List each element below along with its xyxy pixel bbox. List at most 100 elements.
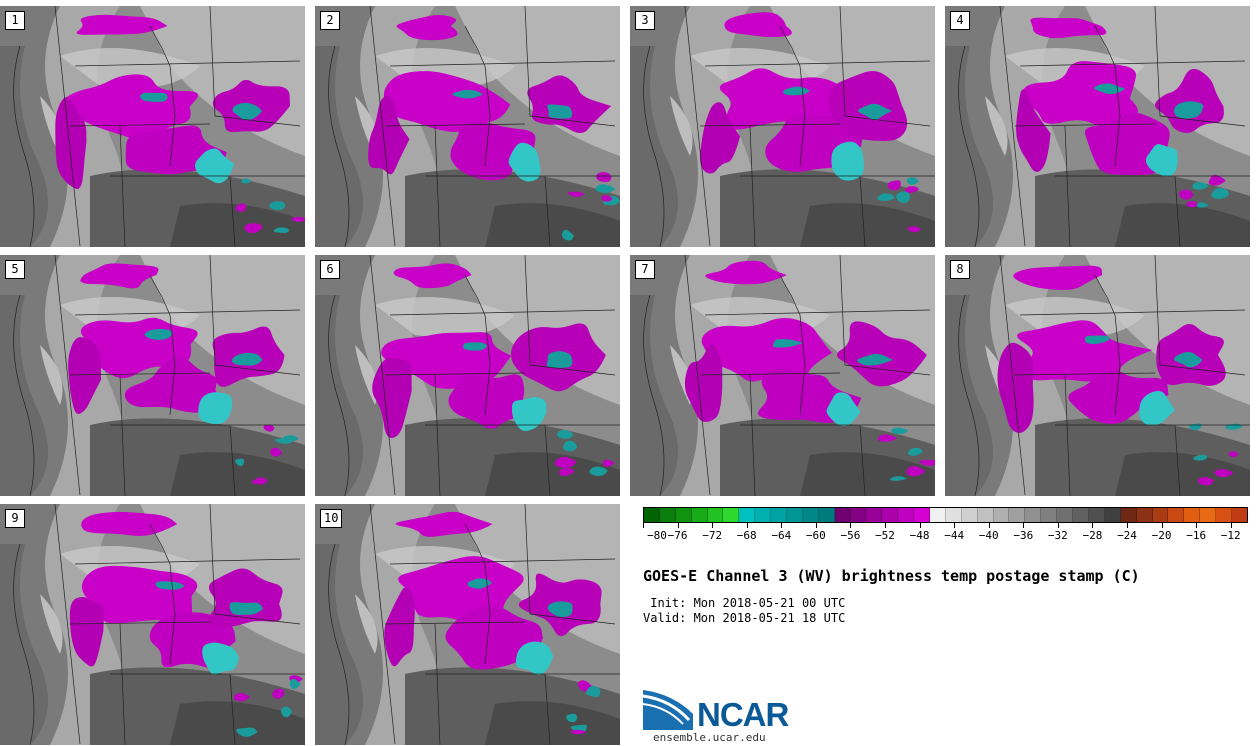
colorbar-segment	[882, 508, 899, 522]
satellite-map-9	[0, 504, 305, 745]
colorbar-tick-label: −12	[1220, 529, 1241, 542]
map-panel-6: 6	[315, 255, 620, 496]
colorbar-tick	[1161, 523, 1163, 528]
colorbar-tick	[988, 523, 990, 528]
colorbar-segment	[1200, 508, 1217, 522]
colorbar-tick	[1057, 523, 1059, 528]
map-panel-9: 9	[0, 504, 305, 745]
panel-number-label: 4	[950, 11, 970, 30]
colorbar-segment	[1168, 508, 1185, 522]
colorbar-tick-label: −80	[647, 529, 667, 542]
colorbar-tick-label: −36	[1013, 529, 1034, 542]
colorbar-tick-label: −40	[978, 529, 999, 542]
colorbar-segment	[659, 508, 676, 522]
map-panel-5: 5	[0, 255, 305, 496]
colorbar-tick-label: −64	[771, 529, 792, 542]
colorbar-segment	[850, 508, 867, 522]
panel-number-label: 10	[320, 509, 343, 528]
colorbar-segment	[961, 508, 978, 522]
colorbar-tick	[1196, 523, 1198, 528]
colorbar-segment	[1231, 508, 1247, 522]
colorbar-tick	[850, 523, 852, 528]
colorbar-segment	[787, 508, 803, 522]
colorbar-tick	[746, 523, 748, 528]
colorbar-tick	[1230, 523, 1232, 528]
panel-number-label: 8	[950, 260, 970, 279]
colorbar-segment	[1088, 508, 1105, 522]
valid-time: Valid: Mon 2018-05-21 18 UTC	[643, 611, 846, 625]
satellite-map-6	[315, 255, 620, 496]
colorbar-tick-label: −44	[944, 529, 965, 542]
colorbar-tick	[781, 523, 783, 528]
colorbar-segment	[802, 508, 819, 522]
figure-title: GOES-E Channel 3 (WV) brightness temp po…	[643, 567, 1140, 585]
colorbar-segment	[644, 508, 660, 522]
panel-number-label: 9	[5, 509, 25, 528]
colorbar-tick-label: −20	[1151, 529, 1172, 542]
map-panel-3: 3	[630, 6, 935, 247]
colorbar-tick-label: −68	[736, 529, 757, 542]
satellite-map-5	[0, 255, 305, 496]
map-panel-8: 8	[945, 255, 1250, 496]
panel-number-label: 3	[635, 11, 655, 30]
colorbar-tick-label: −24	[1117, 529, 1137, 542]
colorbar-tick-label: −48	[909, 529, 930, 542]
colorbar-tick-label: −28	[1082, 529, 1103, 542]
colorbar-segment	[945, 508, 962, 522]
panel-number-label: 1	[5, 11, 25, 30]
colorbar	[643, 507, 1248, 523]
colorbar-tick	[1127, 523, 1128, 528]
website-link[interactable]: ensemble.ucar.edu	[653, 731, 766, 744]
colorbar-segment	[898, 508, 915, 522]
colorbar-tick-label: −16	[1186, 529, 1207, 542]
colorbar-tick	[1023, 523, 1025, 528]
colorbar-tick	[677, 523, 679, 528]
satellite-map-8	[945, 255, 1250, 496]
colorbar-tick-label: −76	[667, 529, 688, 542]
colorbar-segment	[755, 508, 772, 522]
colorbar-tick-label: −32	[1047, 529, 1068, 542]
colorbar-tick-label: −52	[875, 529, 895, 542]
colorbar-segment	[977, 508, 994, 522]
colorbar-segment	[1104, 508, 1121, 522]
colorbar-tick	[954, 523, 956, 528]
init-time: Init: Mon 2018-05-21 00 UTC	[643, 596, 846, 610]
colorbar-segment	[739, 508, 756, 522]
map-panel-7: 7	[630, 255, 935, 496]
colorbar-segment	[930, 508, 946, 522]
colorbar-segment	[723, 508, 740, 522]
panel-number-label: 7	[635, 260, 655, 279]
colorbar-tick	[885, 523, 886, 528]
colorbar-segment	[675, 508, 692, 522]
satellite-map-4	[945, 6, 1250, 247]
satellite-map-2	[315, 6, 620, 247]
colorbar-segment	[1152, 508, 1169, 522]
satellite-map-3	[630, 6, 935, 247]
ncar-logo-text: NCAR	[697, 696, 789, 733]
colorbar-segment	[771, 508, 788, 522]
colorbar-tick	[643, 523, 644, 528]
colorbar-tick-label: −60	[805, 529, 826, 542]
map-panel-1: 1	[0, 6, 305, 247]
colorbar-segment	[1120, 508, 1137, 522]
colorbar-segment	[1057, 508, 1074, 522]
colorbar-segment	[1136, 508, 1153, 522]
panel-number-label: 2	[320, 11, 340, 30]
colorbar-segment	[1025, 508, 1042, 522]
colorbar-segment	[1184, 508, 1201, 522]
satellite-map-10	[315, 504, 620, 745]
colorbar-segment	[1041, 508, 1058, 522]
colorbar-ticks: −80 −76 −72 −68 −64 −60 −56 −52 −48 −44 −40 −36 −32 −…	[643, 523, 1248, 545]
map-panel-4: 4	[945, 6, 1250, 247]
colorbar-segment	[1073, 508, 1089, 522]
map-panel-10: 10	[315, 504, 620, 745]
colorbar-segment	[834, 508, 851, 522]
satellite-map-1	[0, 6, 305, 247]
colorbar-tick-label: −72	[702, 529, 723, 542]
colorbar-tick	[712, 523, 714, 528]
colorbar-segment	[1009, 508, 1026, 522]
colorbar-tick	[1092, 523, 1094, 528]
colorbar-segment	[707, 508, 724, 522]
panel-number-label: 6	[320, 260, 340, 279]
colorbar-segment	[993, 508, 1010, 522]
